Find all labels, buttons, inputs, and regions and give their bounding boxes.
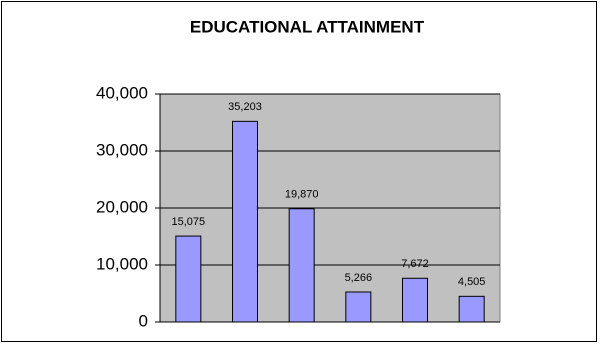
data-label: 7,672 [401,258,429,270]
y-tick-label: 0 [139,311,148,330]
bar [232,120,258,323]
bar [288,208,315,323]
y-tick-label: 30,000 [96,140,148,159]
data-label: 19,870 [285,189,319,201]
data-label: 4,505 [458,276,486,288]
bar [175,235,202,323]
bar [458,295,485,323]
data-label: 15,075 [172,216,206,228]
bar [402,277,428,323]
chart-title: EDUCATIONAL ATTAINMENT [190,17,425,36]
y-tick-label: 10,000 [96,254,148,273]
y-tick-label: 20,000 [96,197,148,216]
y-tick-label: 40,000 [96,83,148,102]
bar [345,291,372,323]
data-label: 35,203 [228,101,262,113]
data-label: 5,266 [345,272,373,284]
